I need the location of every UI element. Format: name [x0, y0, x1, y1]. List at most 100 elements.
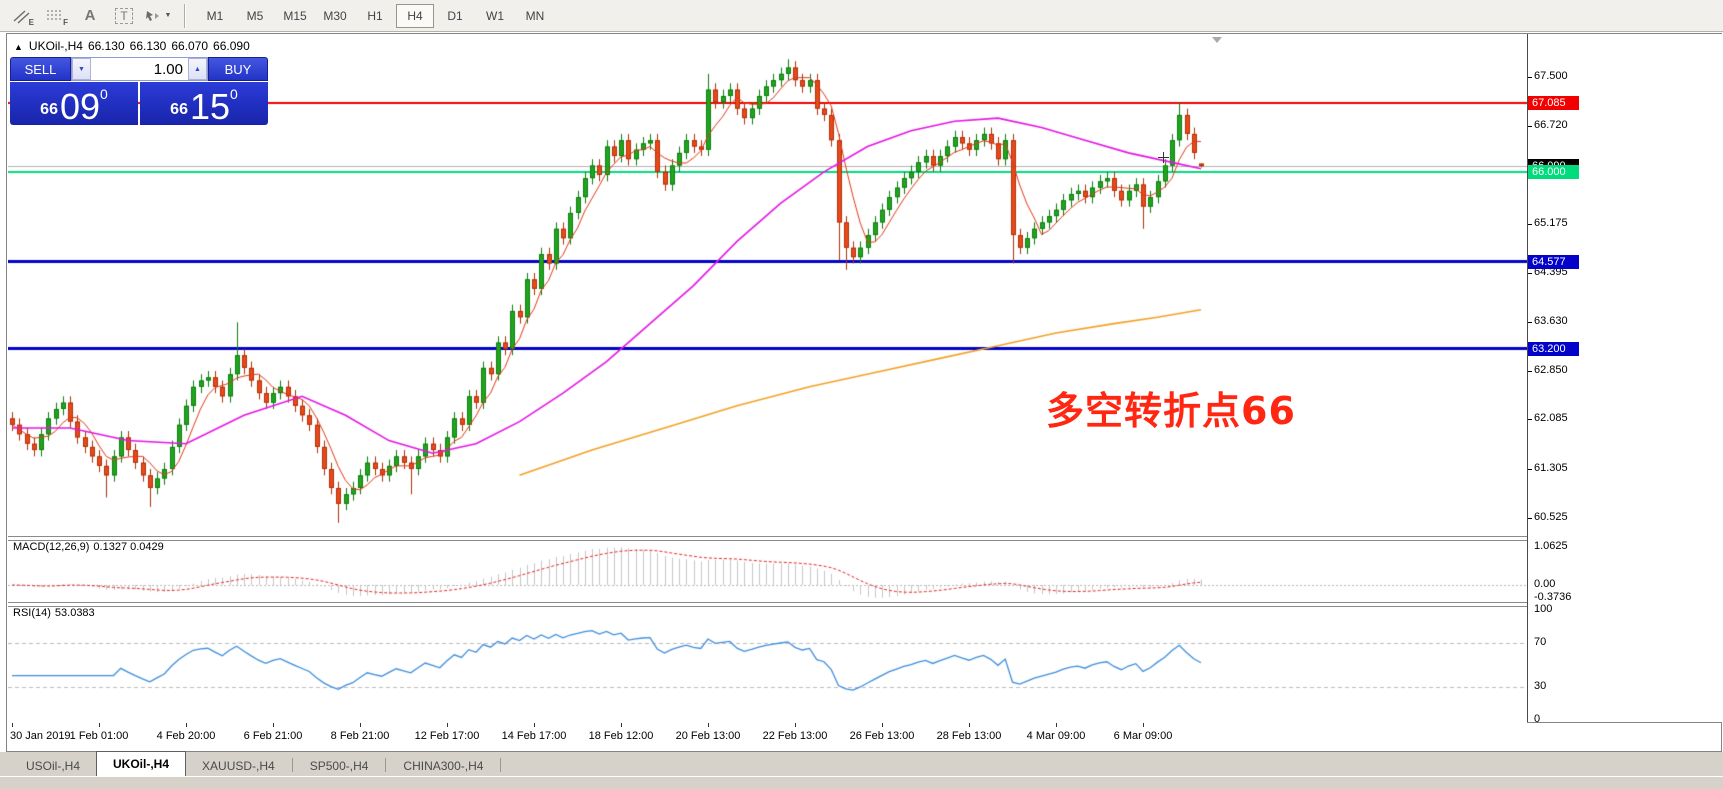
panel-separator-main-macd[interactable] — [8, 536, 1721, 541]
sell-button[interactable]: SELL — [10, 57, 71, 81]
chart-tab-sp500h4[interactable]: SP500-,H4 — [309, 758, 369, 773]
tf-button-m30[interactable]: M30 — [323, 8, 347, 23]
volume-increase-button[interactable]: ▲ — [188, 58, 207, 80]
tf-button-mn[interactable]: MN — [525, 8, 545, 23]
buy-price-sup: 0 — [230, 86, 238, 102]
price-tick-label: 62.085 — [1534, 412, 1568, 425]
price-tick-label: 62.850 — [1534, 364, 1568, 377]
macd-axis-label: 1.0625 — [1534, 539, 1568, 552]
chart-text-annotation[interactable]: 多空转折点66 — [1046, 389, 1296, 433]
one-click-trading-panel: SELL ▼ ▲ BUY 66 09 0 66 15 0 — [10, 57, 268, 125]
tf-button-h4[interactable]: H4 — [396, 3, 434, 28]
time-tick-label: 14 Feb 17:00 — [501, 730, 567, 742]
price-tick — [1528, 77, 1532, 78]
time-axis[interactable]: 30 Jan 2019 1 Feb 01:00 4 Feb 20:00 6 Feb 2… — [8, 722, 1527, 751]
chart-canvas[interactable] — [8, 34, 1527, 722]
price-tick — [1528, 273, 1532, 275]
price-tick-label: 66.720 — [1534, 119, 1568, 132]
arrow-tools-icon[interactable]: ▼ — [144, 4, 172, 28]
chart-tab-usoilh4[interactable]: USOil-,H4 — [26, 758, 81, 773]
tab-separator — [500, 758, 502, 772]
price-tick — [1528, 518, 1532, 520]
time-tick-label: 20 Feb 13:00 — [675, 730, 741, 742]
time-tick — [621, 723, 622, 727]
tf-button-m15[interactable]: M15 — [283, 8, 307, 23]
price-label-66.000: 66.000 — [1528, 164, 1579, 179]
time-tick-label: 4 Mar 09:00 — [1026, 730, 1086, 742]
chart-tab-bar: USOil-,H4 UKOil-,H4 XAUUSD-,H4 SP500-,H4 CHI… — [0, 751, 1723, 776]
buy-button[interactable]: BUY — [208, 57, 268, 81]
time-tick — [882, 723, 883, 727]
dropdown-caret-icon[interactable]: ▼ — [164, 12, 172, 19]
price-label-63.200: 63.200 — [1528, 341, 1579, 356]
chart-tab-china300h4[interactable]: CHINA300-,H4 — [403, 758, 484, 773]
toolbar: E F A T ▼ M1 M5 M15 M30 H1 H4 D1 W1 MN — [0, 0, 1723, 32]
status-bar — [0, 776, 1723, 789]
text-box-icon[interactable]: T — [110, 4, 138, 28]
volume-input[interactable] — [91, 58, 188, 80]
price-axis[interactable]: 67.500 66.720 65.175 64.395 63.630 62.850 62.0… — [1527, 34, 1723, 725]
tf-button-h1[interactable]: H1 — [367, 8, 383, 23]
time-tick — [1143, 723, 1144, 727]
macd-axis-label: 0.00 — [1534, 578, 1556, 590]
fibonacci-channel-icon[interactable]: F — [42, 4, 70, 28]
panel-separator-macd-rsi[interactable] — [8, 602, 1721, 607]
price-tick — [1528, 126, 1532, 128]
chart-title: ▲ UKOil-,H4 66.130 66.130 66.070 66.090 — [14, 39, 255, 53]
price-tick-label: 61.305 — [1534, 461, 1568, 474]
tf-button-d1[interactable]: D1 — [447, 8, 463, 23]
price-tick-label: 63.630 — [1534, 314, 1568, 327]
macd-indicator-label: MACD(12,26,9) 0.1327 0.0429 — [13, 541, 164, 553]
chart-tab-ukoilh4[interactable]: UKOil-,H4 — [96, 751, 187, 776]
ohlc-open: 66.130 — [87, 39, 125, 53]
chart-menu-arrow-icon[interactable] — [1212, 37, 1222, 43]
time-tick — [1056, 723, 1057, 727]
rsi-axis-label: 100 — [1534, 603, 1553, 615]
sell-price-display[interactable]: 66 09 0 — [10, 82, 138, 125]
tab-separator — [385, 758, 387, 772]
equidistant-channel-icon[interactable]: E — [8, 4, 36, 28]
time-tick-label: 8 Feb 21:00 — [330, 730, 390, 742]
time-tick-label: 30 Jan 2019 — [10, 730, 71, 742]
window-border-bottom — [6, 751, 1722, 752]
buy-price-display[interactable]: 66 15 0 — [140, 82, 268, 125]
time-tick — [12, 723, 13, 727]
rsi-indicator-label: RSI(14) 53.0383 — [13, 607, 95, 619]
text-label-icon[interactable]: A — [84, 7, 96, 24]
time-tick-label: 22 Feb 13:00 — [762, 730, 828, 742]
ohlc-high: 66.130 — [129, 39, 167, 53]
rsi-axis-label: 30 — [1534, 680, 1547, 692]
time-tick — [708, 723, 709, 727]
price-tick-label: 60.525 — [1534, 511, 1568, 524]
rsi-axis-label: 70 — [1534, 636, 1547, 648]
time-tick — [186, 723, 187, 727]
time-tick-label: 18 Feb 12:00 — [588, 730, 654, 742]
tf-button-m1[interactable]: M1 — [206, 8, 224, 23]
time-tick-label: 6 Feb 21:00 — [243, 730, 303, 742]
time-tick — [273, 723, 274, 727]
time-tick-label: 26 Feb 13:00 — [849, 730, 915, 742]
price-tick — [1528, 321, 1532, 323]
window-border-left — [6, 33, 7, 752]
sell-price-sup: 0 — [100, 86, 108, 102]
time-tick-label: 4 Feb 20:00 — [156, 730, 216, 742]
icon-sub-label: F — [63, 17, 68, 27]
tf-button-m5[interactable]: M5 — [246, 8, 264, 23]
price-label-64.577: 64.577 — [1528, 254, 1579, 269]
price-tick-label: 67.500 — [1534, 70, 1568, 82]
price-label-67.085: 67.085 — [1528, 96, 1579, 111]
sell-price-small: 66 — [40, 101, 58, 118]
price-tick — [1528, 419, 1532, 421]
price-tick — [1528, 224, 1532, 225]
collapse-arrow-icon[interactable]: ▲ — [14, 42, 23, 52]
tf-button-w1[interactable]: W1 — [486, 8, 504, 23]
tab-separator — [291, 758, 293, 772]
volume-decrease-button[interactable]: ▼ — [72, 58, 91, 80]
buy-price-small: 66 — [170, 101, 188, 118]
time-tick — [447, 723, 448, 727]
timeframe-group: M1 M5 M15 M30 H1 H4 D1 W1 MN — [196, 3, 556, 28]
chart-tab-xauusdh4[interactable]: XAUUSD-,H4 — [202, 758, 275, 773]
price-tick-label: 65.175 — [1534, 217, 1568, 229]
ohlc-low: 66.070 — [171, 39, 209, 53]
